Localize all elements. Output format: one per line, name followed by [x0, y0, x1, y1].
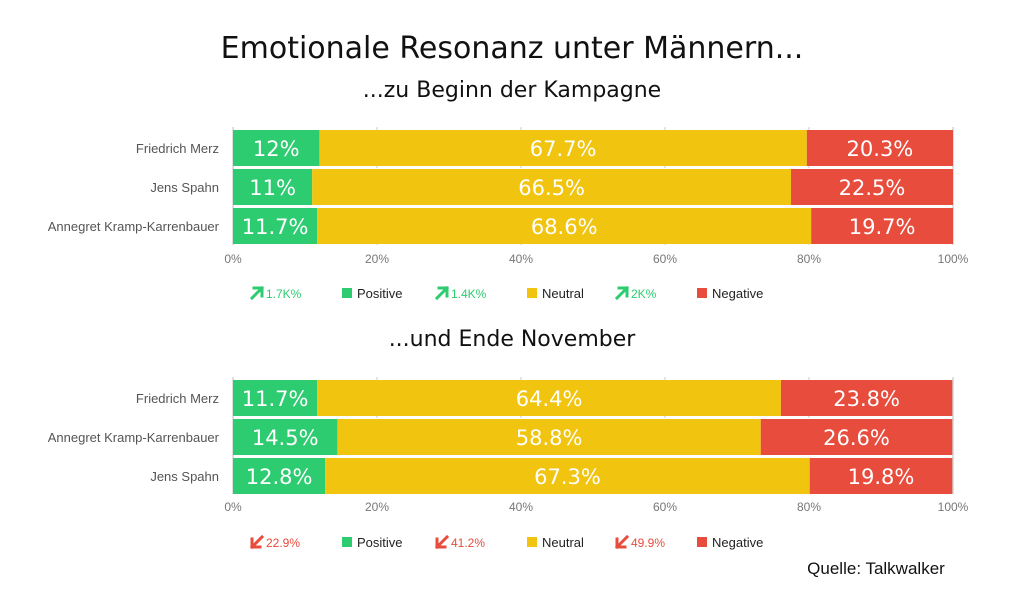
bar-segment-negative — [806, 130, 953, 166]
bar-value-label: 64.4% — [516, 387, 583, 411]
bar-segment-neutral — [325, 458, 810, 494]
bar-segment-positive — [233, 419, 338, 455]
chart-title: Emotionale Resonanz unter Männern... — [221, 31, 804, 66]
category-label: Friedrich Merz — [136, 391, 219, 406]
bar-value-label: 14.5% — [252, 426, 319, 450]
legend-label: Neutral — [542, 535, 584, 550]
bar-segment-positive — [233, 458, 326, 494]
bar-segment-positive — [233, 208, 318, 244]
bar-value-label: 66.5% — [518, 176, 585, 200]
bar-segment-negative — [809, 458, 953, 494]
bar-segment-negative — [791, 169, 953, 205]
x-tick-label: 0% — [224, 500, 242, 514]
chart-subtitle: ...zu Beginn der Kampagne — [363, 78, 661, 103]
category-label: Friedrich Merz — [136, 141, 219, 156]
chart-panel-1: ...zu Beginn der Kampagne 0% 20% 40% 60% 80% 1… — [48, 78, 969, 301]
legend-label: Neutral — [542, 286, 584, 301]
legend-label: Negative — [712, 535, 763, 550]
bar-segment-neutral — [317, 380, 781, 416]
category-label: Annegret Kramp-Karrenbauer — [48, 430, 220, 445]
legend-delta: 2K% — [631, 287, 657, 301]
x-tick-label: 60% — [653, 252, 677, 266]
legend-delta: 1.4K% — [451, 287, 487, 301]
x-tick-label: 80% — [797, 500, 821, 514]
chart-subtitle: ...und Ende November — [389, 327, 637, 352]
trend-down-arrow-icon — [434, 534, 450, 550]
bar-value-label: 68.6% — [531, 215, 598, 239]
trend-down-arrow-icon — [249, 534, 265, 550]
legend-label: Positive — [357, 286, 403, 301]
legend-delta: 22.9% — [266, 536, 300, 550]
x-tick-label: 20% — [365, 252, 389, 266]
category-label: Jens Spahn — [150, 180, 219, 195]
bar-value-label: 12% — [253, 137, 300, 161]
x-tick-label: 40% — [509, 500, 533, 514]
legend-delta: 41.2% — [451, 536, 485, 550]
bar-segment-neutral — [319, 130, 807, 166]
x-tick-label: 100% — [938, 500, 969, 514]
x-tick-label: 40% — [509, 252, 533, 266]
legend-swatch-negative — [697, 537, 707, 547]
bar-segment-negative — [780, 380, 953, 416]
legend-swatch-neutral — [527, 288, 537, 298]
trend-up-arrow-icon — [614, 285, 630, 301]
chart-panel-2: ...und Ende November 0% 20% 40% 60% 80% 100% Fr… — [48, 327, 969, 550]
category-label: Annegret Kramp-Karrenbauer — [48, 219, 220, 234]
bar-value-label: 11.7% — [242, 387, 309, 411]
bar-segment-neutral — [337, 419, 761, 455]
legend-label: Negative — [712, 286, 763, 301]
legend-delta: 49.9% — [631, 536, 665, 550]
legend-swatch-neutral — [527, 537, 537, 547]
category-label: Jens Spahn — [150, 469, 219, 484]
bar-value-label: 67.7% — [530, 137, 597, 161]
bar-value-label: 19.8% — [848, 465, 915, 489]
bar-value-label: 22.5% — [839, 176, 906, 200]
legend-swatch-positive — [342, 288, 352, 298]
legend-label: Positive — [357, 535, 403, 550]
bar-segment-negative — [760, 419, 953, 455]
trend-down-arrow-icon — [614, 534, 630, 550]
bar-value-label: 11.7% — [242, 215, 309, 239]
bar-segment-neutral — [312, 169, 791, 205]
bar-segment-neutral — [317, 208, 812, 244]
bar-segment-positive — [233, 130, 320, 166]
bar-value-label: 11% — [249, 176, 296, 200]
source-note: Quelle: Talkwalker — [807, 559, 945, 578]
bar-value-label: 12.8% — [246, 465, 313, 489]
x-tick-label: 20% — [365, 500, 389, 514]
bar-value-label: 19.7% — [849, 215, 916, 239]
legend-swatch-negative — [697, 288, 707, 298]
x-tick-label: 80% — [797, 252, 821, 266]
x-tick-label: 100% — [938, 252, 969, 266]
bar-value-label: 23.8% — [833, 387, 900, 411]
bar-value-label: 26.6% — [823, 426, 890, 450]
x-tick-label: 60% — [653, 500, 677, 514]
bar-segment-negative — [811, 208, 953, 244]
bar-value-label: 20.3% — [847, 137, 914, 161]
legend-delta: 1.7K% — [266, 287, 302, 301]
trend-up-arrow-icon — [434, 285, 450, 301]
legend-swatch-positive — [342, 537, 352, 547]
bar-value-label: 67.3% — [534, 465, 601, 489]
bar-segment-positive — [233, 380, 318, 416]
bar-value-label: 58.8% — [516, 426, 583, 450]
bar-segment-positive — [233, 169, 313, 205]
trend-up-arrow-icon — [249, 285, 265, 301]
x-tick-label: 0% — [224, 252, 242, 266]
